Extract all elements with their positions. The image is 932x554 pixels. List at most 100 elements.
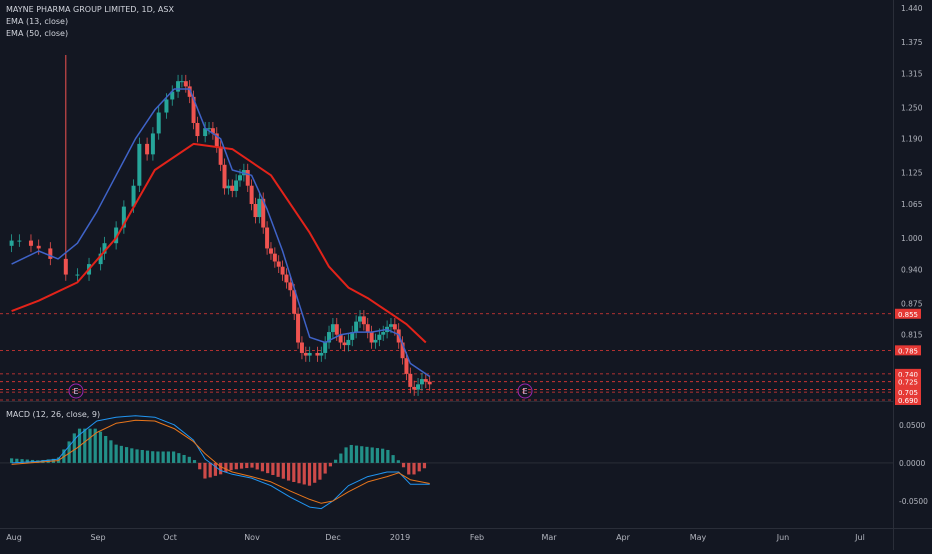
x-axis-label: Aug	[6, 533, 22, 542]
macd-histogram-bar	[401, 462, 406, 468]
candle-body	[150, 133, 155, 155]
candle-body	[164, 99, 169, 113]
candle-body	[377, 334, 382, 340]
candle-body	[75, 274, 80, 276]
candle-body	[296, 313, 301, 343]
macd-histogram-bar	[370, 447, 374, 463]
candle-body	[412, 386, 417, 390]
macd-tick-label: 0.0500	[899, 421, 925, 430]
candle-body	[257, 198, 262, 218]
macd-histogram-bar	[192, 460, 197, 463]
macd-histogram-bar	[266, 462, 270, 474]
price-level-tag	[895, 376, 921, 387]
macd-histogram-bar	[83, 428, 87, 463]
macd-histogram-bar	[166, 451, 170, 463]
candle-body	[315, 352, 320, 356]
macd-histogram-bar	[114, 444, 118, 463]
earnings-marker-label: E	[522, 387, 527, 396]
candle-body	[210, 128, 215, 134]
candle-body	[346, 339, 351, 346]
price-tick-label: 0.940	[901, 265, 923, 274]
earnings-marker	[68, 383, 84, 399]
candle-body	[131, 185, 136, 207]
macd-histogram-bar	[234, 462, 238, 470]
candle-body	[234, 180, 239, 191]
candle-body	[145, 143, 150, 155]
candle-body	[183, 81, 188, 87]
macd-histogram-bar	[224, 462, 228, 473]
macd-histogram-bar	[124, 447, 129, 463]
candle-body	[408, 373, 413, 387]
candle-body	[98, 253, 103, 265]
macd-histogram-bar	[297, 462, 301, 484]
macd-histogram-bar	[302, 462, 306, 485]
macd-histogram-bar	[15, 458, 19, 463]
candle-body	[373, 339, 378, 343]
macd-histogram-bar	[339, 453, 343, 463]
macd-histogram-bar	[25, 459, 29, 463]
macd-histogram-bar	[135, 449, 139, 463]
candle-body	[48, 248, 53, 259]
macd-histogram-bar	[422, 462, 427, 469]
macd-histogram-bar	[130, 448, 134, 463]
macd-histogram-bar	[98, 431, 103, 463]
macd-histogram-bar	[323, 462, 327, 474]
macd-histogram-bar	[349, 444, 353, 463]
price-tick-label: 1.190	[901, 135, 923, 144]
macd-histogram-bar	[286, 462, 291, 481]
price-level-tag	[895, 387, 921, 398]
macd-histogram-bar	[391, 455, 395, 463]
candle-body	[238, 175, 242, 181]
candle-body	[284, 274, 289, 283]
macd-histogram-bar	[239, 462, 244, 469]
macd-histogram-bar	[119, 445, 123, 463]
candle-body	[323, 342, 328, 353]
price-level-label: 0.855	[898, 311, 918, 319]
candle-body	[365, 324, 370, 333]
price-tick-label: 1.375	[901, 38, 923, 47]
candle-body	[170, 91, 175, 100]
candle-body	[114, 227, 119, 244]
candle-body	[350, 332, 355, 340]
x-axis-label: 2019	[390, 533, 410, 542]
macd-legend: MACD (12, 26, close, 9)	[6, 410, 101, 419]
x-axis-label: Mar	[541, 533, 557, 542]
candle-body	[319, 352, 324, 356]
price-tick-label: 1.065	[901, 200, 923, 209]
macd-histogram-bar	[203, 462, 207, 479]
candle-body	[303, 352, 308, 356]
macd-histogram-bar	[354, 445, 359, 463]
candle-body	[249, 185, 254, 204]
price-tick-label: 1.125	[901, 169, 923, 178]
candle-body	[288, 282, 293, 291]
macd-histogram-bar	[281, 462, 285, 479]
candle-body	[245, 170, 250, 186]
price-tick-label: 1.000	[901, 234, 923, 243]
candle-body	[156, 112, 161, 134]
x-axis-label: Jun	[776, 533, 790, 542]
price-tick-label: 1.250	[901, 103, 923, 112]
candle-body	[272, 253, 277, 262]
macd-histogram-bar	[187, 456, 191, 463]
macd-histogram-bar	[151, 451, 155, 463]
price-level-label: 0.725	[898, 379, 918, 387]
earnings-marker	[517, 383, 533, 399]
candle-body	[330, 324, 335, 333]
candle-body	[102, 243, 107, 254]
candle-body	[338, 334, 343, 343]
x-axis-label: Jul	[854, 533, 865, 542]
ema50-line	[11, 142, 427, 344]
candle-body	[253, 204, 258, 218]
macd-histogram-bar	[140, 449, 144, 463]
macd-histogram-bar	[88, 428, 92, 463]
ema50-legend: EMA (50, close)	[6, 29, 69, 38]
macd-histogram-bar	[208, 462, 212, 478]
macd-histogram-bar	[365, 446, 369, 463]
macd-histogram-bar	[255, 462, 259, 470]
price-tick-label: 1.315	[901, 69, 923, 78]
macd-histogram-bar	[229, 462, 233, 471]
price-level-label: 0.740	[898, 371, 918, 379]
